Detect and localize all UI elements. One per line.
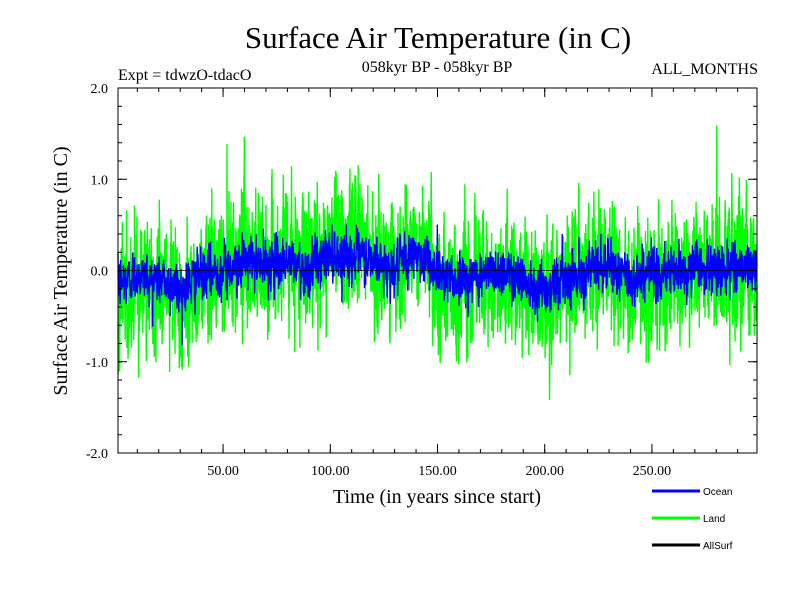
y-tick-label: -1.0 (86, 356, 108, 371)
series-line-ocean (117, 224, 758, 346)
x-tick-label: 250.00 (633, 464, 672, 479)
y-tick-label: 2.0 (91, 82, 109, 97)
chart-subtitle-center: 058kyr BP - 058kyr BP (362, 59, 513, 76)
plot-series (117, 125, 758, 401)
series-line-land (117, 125, 758, 401)
x-tick-label: 100.00 (311, 464, 350, 479)
y-axis-label: Surface Air Temperature (in C) (50, 146, 72, 395)
legend-label-land: Land (703, 514, 725, 525)
y-tick-label: 0.0 (91, 265, 109, 280)
legend-label-allsurf: AllSurf (703, 541, 733, 552)
x-tick-label: 200.00 (525, 464, 564, 479)
chart-subtitle-left: Expt = tdwzO-tdacO (118, 67, 251, 84)
chart-title: Surface Air Temperature (in C) (245, 20, 631, 55)
legend: Ocean Land AllSurf (652, 487, 733, 552)
x-tick-label: 150.00 (418, 464, 457, 479)
legend-label-ocean: Ocean (703, 487, 732, 498)
y-tick-label: -2.0 (86, 447, 108, 462)
chart-subtitle-right: ALL_MONTHS (651, 61, 758, 78)
x-tick-label: 50.00 (207, 464, 239, 479)
axis-ticks: 50.00 100.00 150.00 200.00 250.00 -2.0 -1.0 0.0… (86, 82, 757, 479)
x-axis-label: Time (in years since start) (333, 486, 541, 508)
y-tick-label: 1.0 (91, 173, 109, 188)
